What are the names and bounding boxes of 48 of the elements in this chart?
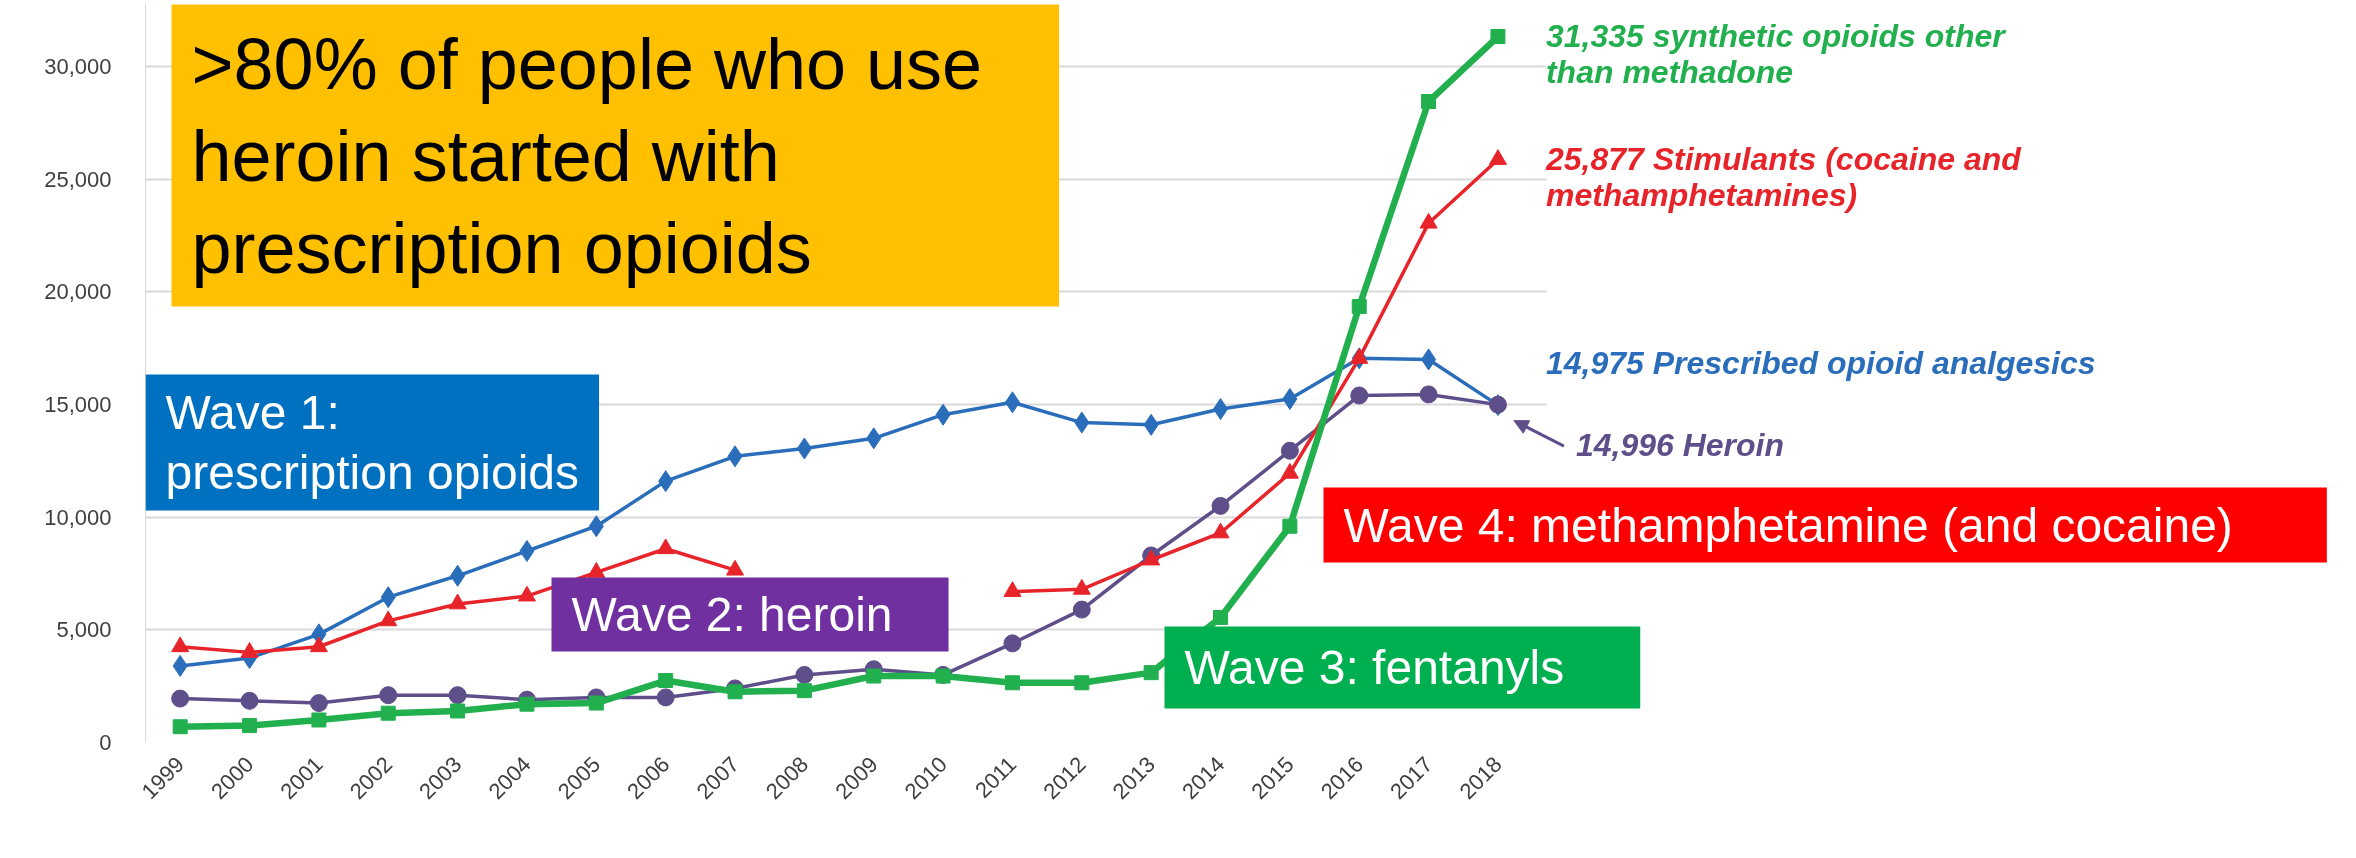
point: [795, 665, 814, 684]
point: [1419, 385, 1438, 404]
point: [796, 683, 812, 699]
point: [1280, 441, 1299, 460]
point: [448, 686, 467, 705]
annotation: >80% of people who use heroin started with prescription opioids: [191, 23, 983, 288]
annotation: Wave 4: methamphetamine (and cocaine): [1343, 498, 2233, 552]
series-label: 31,335 synthetic opioids other than methadone: [1545, 17, 2007, 91]
y-tick-label: 15,000: [44, 392, 112, 418]
y-tick-label: 30,000: [44, 54, 112, 80]
annotation: Wave 2: heroin: [571, 587, 893, 641]
y-tick-label: 20,000: [44, 279, 112, 305]
series-label: 25,877 Stimulants (cocaine and methamphetamines): [1544, 140, 2023, 214]
point: [450, 703, 466, 719]
point: [171, 689, 190, 708]
point: [727, 684, 743, 700]
point: [658, 673, 674, 689]
point: [1072, 600, 1091, 619]
point: [588, 695, 604, 711]
y-tick-label: 5,000: [56, 617, 112, 643]
point: [1490, 29, 1506, 45]
y-tick-label: 0: [99, 730, 112, 755]
point: [242, 718, 258, 734]
point: [866, 668, 882, 684]
point: [1211, 496, 1230, 515]
legend-label: 14,996 Heroin: [1575, 427, 1785, 464]
point: [311, 712, 327, 728]
y-tick-label: 10,000: [44, 504, 112, 530]
point: [1350, 386, 1369, 405]
point: [656, 688, 675, 707]
point: [1004, 675, 1020, 691]
point: [240, 691, 259, 710]
annotation: Wave 1: prescription opioids: [165, 385, 580, 500]
point: [172, 719, 188, 735]
point: [1143, 665, 1159, 681]
point: [519, 696, 535, 712]
series-label: 14,975 Prescribed opioid analgesics: [1545, 344, 2096, 381]
point: [1213, 609, 1229, 625]
point: [1421, 94, 1437, 110]
point: [1003, 634, 1022, 653]
point: [380, 705, 396, 721]
point: [1351, 299, 1367, 315]
annotation: Wave 3: fentanyls: [1184, 640, 1565, 694]
point: [379, 686, 398, 705]
point: [1074, 675, 1090, 691]
y-tick-label: 25,000: [44, 166, 112, 192]
point: [309, 694, 328, 713]
point: [1282, 518, 1298, 534]
